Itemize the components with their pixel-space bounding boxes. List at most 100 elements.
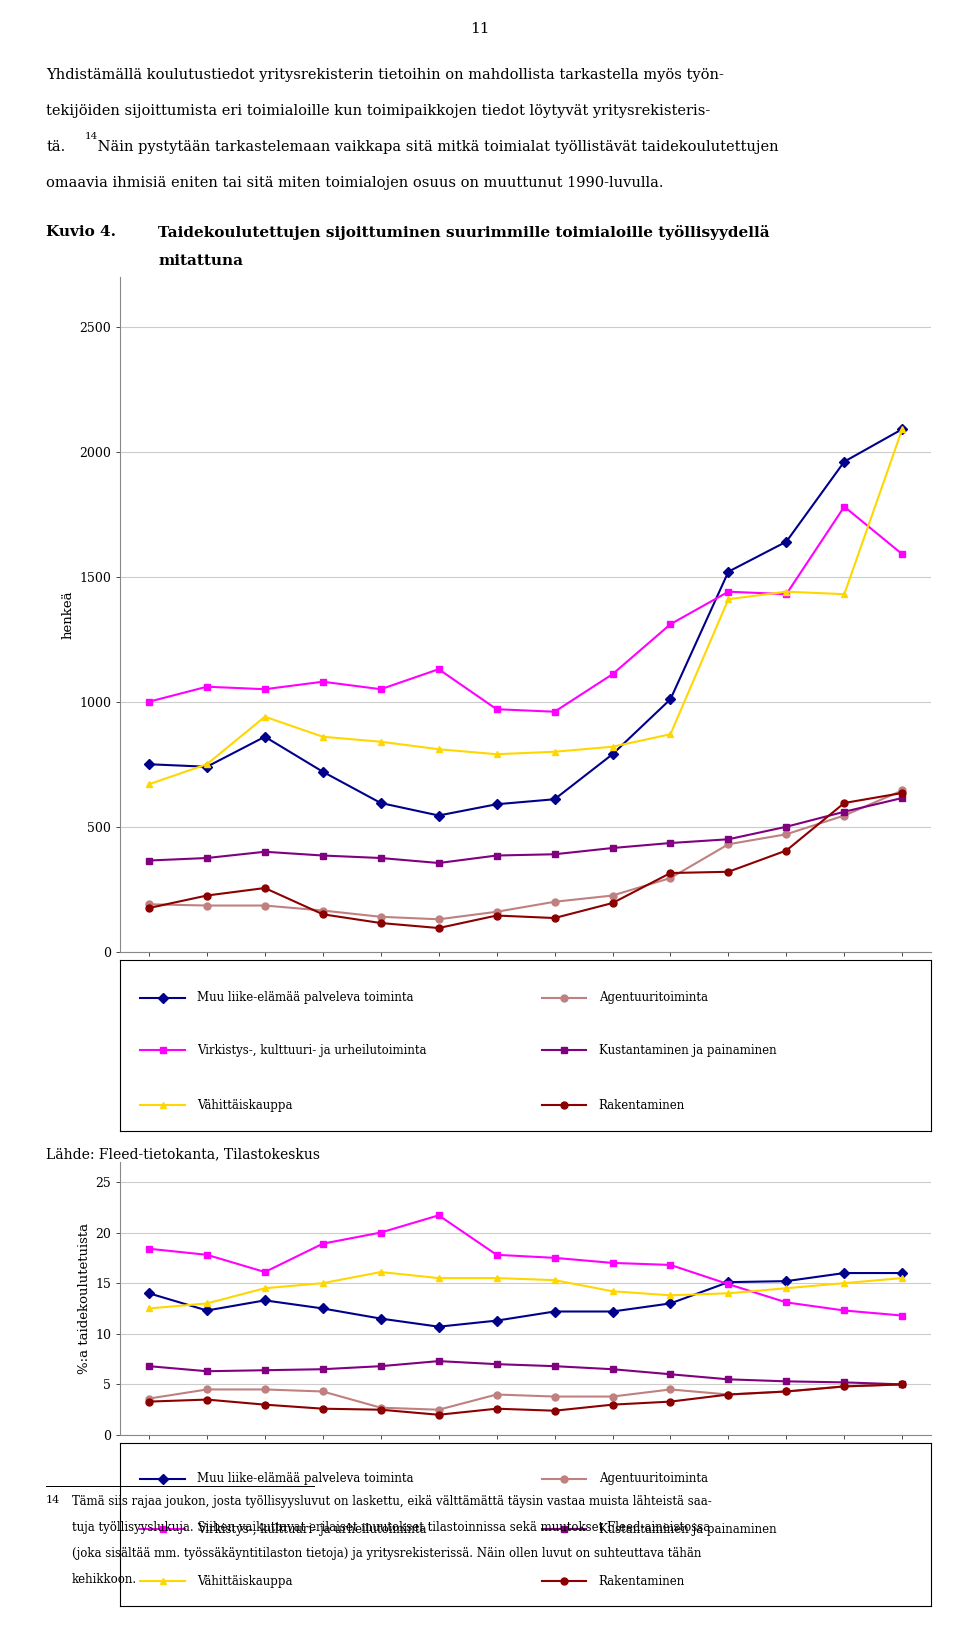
Vähittäiskauppa bbox=[607, 1282, 618, 1302]
Vähittäiskauppa bbox=[433, 739, 444, 758]
Vähittäiskauppa bbox=[664, 724, 676, 744]
Agentuuritoiminta bbox=[897, 1375, 908, 1394]
Text: Vähittäiskauppa: Vähittäiskauppa bbox=[197, 1575, 293, 1588]
Rakentaminen bbox=[664, 1391, 676, 1411]
Rakentaminen bbox=[259, 879, 271, 898]
Text: (joka sisältää mm. työssäkäyntitilaston tietoja) ja yritysrekisterissä. Näin oll: (joka sisältää mm. työssäkäyntitilaston … bbox=[72, 1547, 702, 1560]
Text: Virkistys-, kulttuuri- ja urheilutoiminta: Virkistys-, kulttuuri- ja urheilutoimint… bbox=[197, 1045, 426, 1058]
Vähittäiskauppa bbox=[897, 420, 908, 439]
Agentuuritoiminta bbox=[897, 781, 908, 800]
Kustantaminen ja painaminen bbox=[259, 843, 271, 862]
Text: Virkistys-, kulttuuri- ja urheilutoiminta: Virkistys-, kulttuuri- ja urheilutoimint… bbox=[197, 1523, 426, 1536]
Vähittäiskauppa bbox=[549, 1271, 561, 1290]
Line: Vähittäiskauppa: Vähittäiskauppa bbox=[146, 1269, 905, 1311]
Rakentaminen bbox=[838, 1376, 850, 1396]
Line: Rakentaminen: Rakentaminen bbox=[146, 1381, 905, 1419]
Text: Agentuuritoiminta: Agentuuritoiminta bbox=[599, 1472, 708, 1485]
Kustantaminen ja painaminen bbox=[664, 833, 676, 853]
Virkistys-, kulttuuri- ja urheilutoiminta bbox=[607, 664, 618, 683]
Rakentaminen bbox=[664, 864, 676, 883]
Muu liike-elämää palveleva toiminta bbox=[317, 761, 328, 781]
Agentuuritoiminta bbox=[317, 901, 328, 921]
Virkistys-, kulttuuri- ja urheilutoiminta bbox=[143, 1240, 155, 1259]
Text: Yhdistämällä koulutustiedot yritysrekisterin tietoihin on mahdollista tarkastell: Yhdistämällä koulutustiedot yritysrekist… bbox=[46, 68, 724, 83]
Rakentaminen bbox=[202, 885, 213, 905]
Rakentaminen bbox=[780, 1381, 792, 1401]
Agentuuritoiminta bbox=[549, 892, 561, 911]
Kustantaminen ja painaminen bbox=[549, 844, 561, 864]
Agentuuritoiminta bbox=[664, 869, 676, 888]
Line: Virkistys-, kulttuuri- ja urheilutoiminta: Virkistys-, kulttuuri- ja urheilutoimint… bbox=[146, 1212, 905, 1319]
Virkistys-, kulttuuri- ja urheilutoiminta bbox=[549, 1248, 561, 1267]
Vähittäiskauppa bbox=[780, 582, 792, 602]
Line: Rakentaminen: Rakentaminen bbox=[146, 789, 905, 932]
Text: tekijöiden sijoittumista eri toimialoille kun toimipaikkojen tiedot löytyvät yri: tekijöiden sijoittumista eri toimialoill… bbox=[46, 104, 710, 119]
Virkistys-, kulttuuri- ja urheilutoiminta bbox=[838, 496, 850, 516]
Kustantaminen ja painaminen bbox=[143, 1357, 155, 1376]
Virkistys-, kulttuuri- ja urheilutoiminta bbox=[664, 615, 676, 635]
Muu liike-elämää palveleva toiminta bbox=[780, 532, 792, 552]
Text: Rakentaminen: Rakentaminen bbox=[599, 1575, 684, 1588]
Rakentaminen bbox=[143, 1391, 155, 1411]
Rakentaminen bbox=[549, 1401, 561, 1420]
Virkistys-, kulttuuri- ja urheilutoiminta bbox=[838, 1300, 850, 1319]
Vähittäiskauppa bbox=[664, 1285, 676, 1305]
Agentuuritoiminta bbox=[433, 1399, 444, 1419]
Kustantaminen ja painaminen bbox=[433, 853, 444, 872]
Kustantaminen ja painaminen bbox=[375, 1357, 387, 1376]
Kustantaminen ja painaminen bbox=[317, 846, 328, 866]
Vähittäiskauppa bbox=[723, 589, 734, 608]
Agentuuritoiminta bbox=[433, 909, 444, 929]
Muu liike-elämää palveleva toiminta bbox=[259, 727, 271, 747]
Kustantaminen ja painaminen bbox=[375, 848, 387, 867]
Kustantaminen ja painaminen bbox=[838, 802, 850, 822]
Text: Kustantaminen ja painaminen: Kustantaminen ja painaminen bbox=[599, 1523, 777, 1536]
Kustantaminen ja painaminen bbox=[780, 1372, 792, 1391]
Text: Vähittäiskauppa: Vähittäiskauppa bbox=[197, 1098, 293, 1111]
Rakentaminen bbox=[433, 1406, 444, 1425]
Agentuuritoiminta bbox=[549, 1386, 561, 1406]
Text: tä.: tä. bbox=[46, 140, 65, 155]
Text: omaavia ihmisiä eniten tai sitä miten toimialojen osuus on muuttunut 1990-luvull: omaavia ihmisiä eniten tai sitä miten to… bbox=[46, 176, 663, 190]
Kustantaminen ja painaminen bbox=[549, 1357, 561, 1376]
Kustantaminen ja painaminen bbox=[607, 1360, 618, 1380]
Vähittäiskauppa bbox=[317, 727, 328, 747]
Kustantaminen ja painaminen bbox=[607, 838, 618, 857]
Muu liike-elämää palveleva toiminta bbox=[143, 755, 155, 774]
Text: Näin pystytään tarkastelemaan vaikkapa sitä mitkä toimialat työllistävät taideko: Näin pystytään tarkastelemaan vaikkapa s… bbox=[93, 140, 779, 155]
Agentuuritoiminta bbox=[491, 1385, 502, 1404]
Virkistys-, kulttuuri- ja urheilutoiminta bbox=[259, 680, 271, 700]
Rakentaminen bbox=[317, 1399, 328, 1419]
Rakentaminen bbox=[897, 1375, 908, 1394]
Line: Kustantaminen ja painaminen: Kustantaminen ja painaminen bbox=[146, 1357, 905, 1388]
Virkistys-, kulttuuri- ja urheilutoiminta bbox=[723, 582, 734, 602]
Virkistys-, kulttuuri- ja urheilutoiminta bbox=[897, 545, 908, 565]
Rakentaminen bbox=[375, 913, 387, 932]
Agentuuritoiminta bbox=[838, 805, 850, 825]
Vähittäiskauppa bbox=[143, 774, 155, 794]
Muu liike-elämää palveleva toiminta bbox=[897, 420, 908, 439]
Y-axis label: henkeä: henkeä bbox=[61, 591, 75, 638]
Rakentaminen bbox=[838, 794, 850, 814]
Vähittäiskauppa bbox=[433, 1269, 444, 1289]
Rakentaminen bbox=[202, 1389, 213, 1409]
Line: Muu liike-elämää palveleva toiminta: Muu liike-elämää palveleva toiminta bbox=[146, 1269, 905, 1331]
Text: Kustantaminen ja painaminen: Kustantaminen ja painaminen bbox=[599, 1045, 777, 1058]
Muu liike-elämää palveleva toiminta bbox=[607, 1302, 618, 1321]
Muu liike-elämää palveleva toiminta bbox=[897, 1263, 908, 1282]
Virkistys-, kulttuuri- ja urheilutoiminta bbox=[317, 672, 328, 691]
Virkistys-, kulttuuri- ja urheilutoiminta bbox=[723, 1274, 734, 1293]
Virkistys-, kulttuuri- ja urheilutoiminta bbox=[143, 691, 155, 711]
Rakentaminen bbox=[723, 1385, 734, 1404]
Agentuuritoiminta bbox=[375, 1398, 387, 1417]
Line: Kustantaminen ja painaminen: Kustantaminen ja painaminen bbox=[146, 794, 905, 867]
Text: 14: 14 bbox=[84, 132, 98, 142]
Muu liike-elämää palveleva toiminta bbox=[259, 1290, 271, 1310]
Vähittäiskauppa bbox=[838, 584, 850, 604]
Text: Muu liike-elämää palveleva toiminta: Muu liike-elämää palveleva toiminta bbox=[197, 991, 414, 1004]
Muu liike-elämää palveleva toiminta bbox=[664, 690, 676, 709]
Agentuuritoiminta bbox=[202, 896, 213, 916]
Text: tuja työllisyyslukuja. Siihen vaikuttavat erilaiset muutokset tilastoinnissa sek: tuja työllisyyslukuja. Siihen vaikuttava… bbox=[72, 1521, 710, 1534]
Virkistys-, kulttuuri- ja urheilutoiminta bbox=[897, 1306, 908, 1326]
Agentuuritoiminta bbox=[780, 825, 792, 844]
